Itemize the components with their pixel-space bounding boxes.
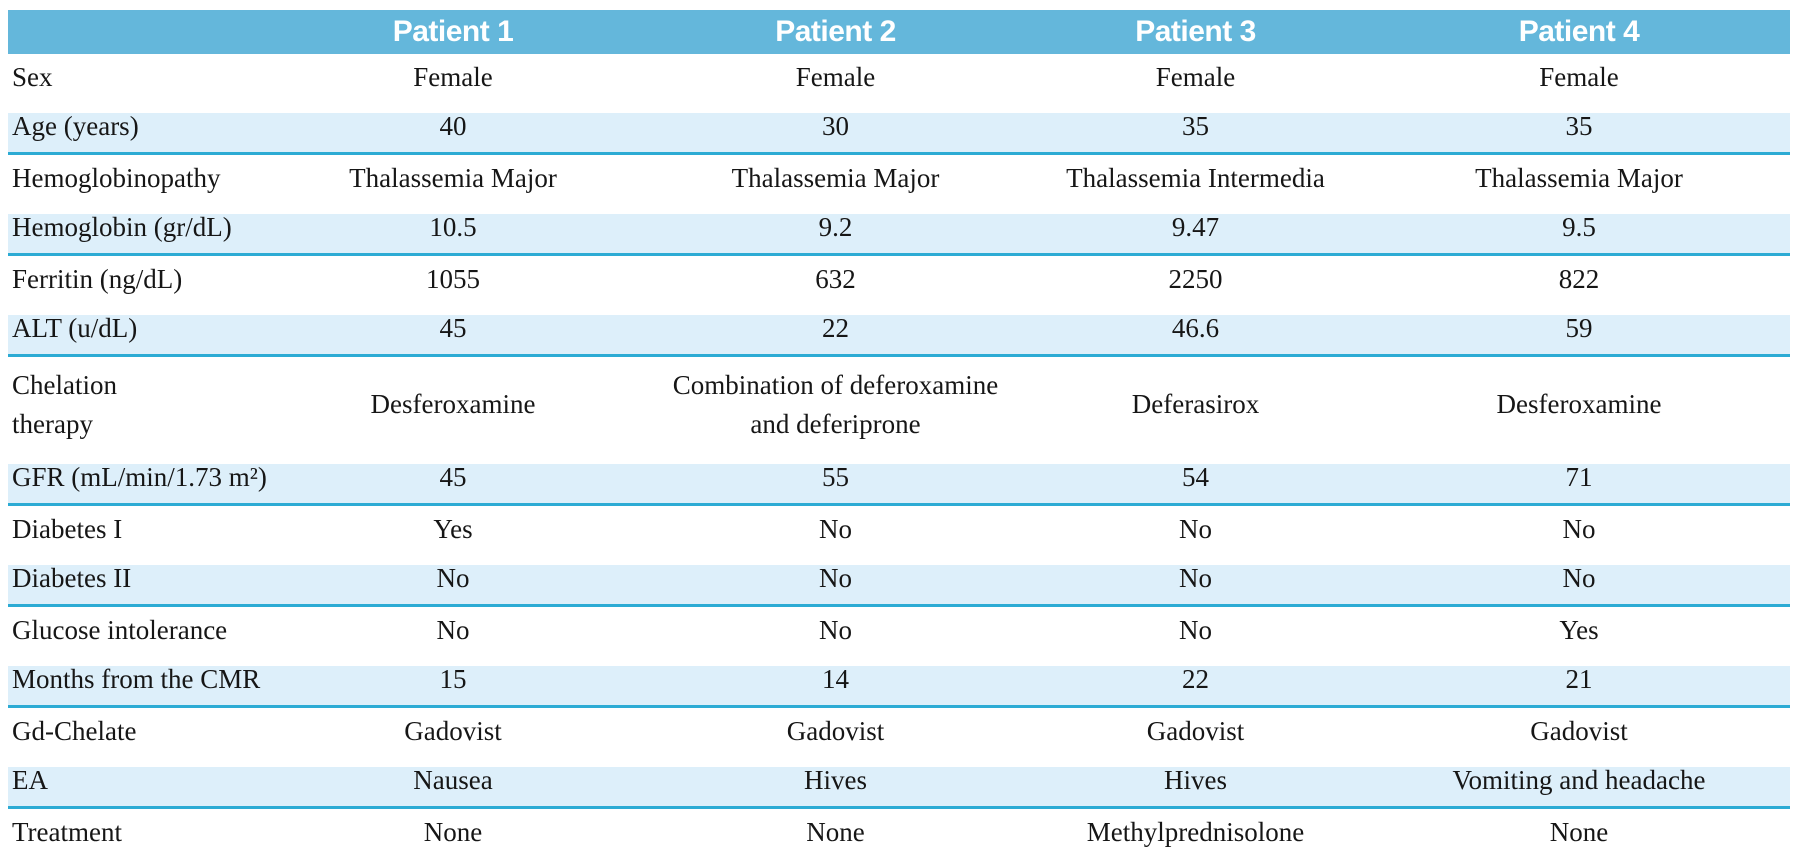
table-row-months-from-cmr: Months from the CMR 15 14 22 21 (8, 655, 1790, 708)
table-row-hemoglobinopathy: Hemoglobinopathy Thalassemia Major Thala… (8, 153, 1790, 204)
cell: Gadovist (1368, 706, 1790, 757)
row-label: Sex (8, 53, 258, 103)
header-row: Patient 1 Patient 2 Patient 3 Patient 4 (8, 10, 1790, 54)
cell: No (1023, 504, 1368, 555)
cell: 1055 (258, 254, 648, 305)
cell: Nausea (258, 756, 648, 809)
cell: Yes (258, 504, 648, 555)
cell: 21 (1368, 655, 1790, 708)
cell: 9.5 (1368, 203, 1790, 256)
cell: No (1368, 554, 1790, 607)
cell: 71 (1368, 453, 1790, 506)
cell: 14 (648, 655, 1023, 708)
cell: Gadovist (1023, 706, 1368, 757)
row-label: Months from the CMR (8, 655, 260, 708)
table-row-glucose-intolerance: Glucose intolerance No No No Yes (8, 605, 1790, 656)
cell: 10.5 (258, 203, 648, 256)
column-header-patient-4: Patient 4 (1368, 10, 1790, 54)
row-label: Gd-Chelate (8, 706, 258, 757)
cell: 35 (1368, 102, 1790, 155)
cell: 46.6 (1023, 304, 1368, 357)
row-label: Diabetes I (8, 504, 258, 555)
cell: Gadovist (258, 706, 648, 757)
cell: Female (1368, 53, 1790, 103)
table-row-gd-chelate: Gd-Chelate Gadovist Gadovist Gadovist Ga… (8, 706, 1790, 757)
row-label: GFR (mL/min/1.73 m²) (8, 453, 267, 506)
row-label: Hemoglobinopathy (8, 153, 258, 204)
cell: Gadovist (648, 706, 1023, 757)
cell: No (1023, 554, 1368, 607)
cell: 40 (258, 102, 648, 155)
column-header-patient-3: Patient 3 (1023, 10, 1368, 54)
table-row-age: Age (years) 40 30 35 35 (8, 102, 1790, 155)
table-row-chelation-therapy: Chelation therapy Desferoxamine Combinat… (8, 355, 1790, 454)
row-label: ALT (u/dL) (8, 304, 258, 357)
cell: Female (258, 53, 648, 103)
cell: 59 (1368, 304, 1790, 357)
row-label: Hemoglobin (gr/dL) (8, 203, 258, 256)
column-header-blank (8, 10, 258, 54)
table-row-hemoglobin: Hemoglobin (gr/dL) 10.5 9.2 9.47 9.5 (8, 203, 1790, 256)
patient-characteristics-table: Patient 1 Patient 2 Patient 3 Patient 4 … (8, 10, 1790, 858)
table-row-ferritin: Ferritin (ng/dL) 1055 632 2250 822 (8, 254, 1790, 305)
cell: 15 (258, 655, 648, 708)
table-row-diabetes-1: Diabetes I Yes No No No (8, 504, 1790, 555)
cell: None (258, 807, 648, 858)
cell: 30 (648, 102, 1023, 155)
cell: 22 (648, 304, 1023, 357)
cell: Yes (1368, 605, 1790, 656)
row-label: Age (years) (8, 102, 258, 155)
cell: Thalassemia Major (648, 153, 1023, 204)
cell: Thalassemia Major (1368, 153, 1790, 204)
column-header-patient-1: Patient 1 (258, 10, 648, 54)
cell: No (1368, 504, 1790, 555)
cell: 632 (648, 254, 1023, 305)
table-row-diabetes-2: Diabetes II No No No No (8, 554, 1790, 607)
column-header-patient-2: Patient 2 (648, 10, 1023, 54)
table-row-sex: Sex Female Female Female Female (8, 53, 1790, 103)
table-row-gfr: GFR (mL/min/1.73 m²) 45 55 54 71 (8, 453, 1790, 506)
cell: 822 (1368, 254, 1790, 305)
cell: Desferoxamine (1368, 355, 1790, 454)
cell: 9.2 (648, 203, 1023, 256)
cell: Desferoxamine (258, 355, 648, 454)
cell: Thalassemia Intermedia (1023, 153, 1368, 204)
cell: Combination of deferoxamine and deferipr… (648, 355, 1023, 454)
table-row-ea: EA Nausea Hives Hives Vomiting and heada… (8, 756, 1790, 809)
cell: No (648, 554, 1023, 607)
table-row-treatment: Treatment None None Methylprednisolone N… (8, 807, 1790, 858)
cell: 2250 (1023, 254, 1368, 305)
cell: Deferasirox (1023, 355, 1368, 454)
cell: Female (1023, 53, 1368, 103)
cell: 45 (258, 304, 648, 357)
cell: Hives (648, 756, 1023, 809)
cell: No (1023, 605, 1368, 656)
row-label: Ferritin (ng/dL) (8, 254, 258, 305)
cell: Vomiting and headache (1368, 756, 1790, 809)
row-label: EA (8, 756, 258, 809)
cell: Female (648, 53, 1023, 103)
row-label: Chelation therapy (8, 355, 258, 454)
cell: Methylprednisolone (1023, 807, 1368, 858)
cell: None (648, 807, 1023, 858)
row-label: Diabetes II (8, 554, 258, 607)
cell: 55 (648, 453, 1023, 506)
cell: No (258, 554, 648, 607)
row-label: Glucose intolerance (8, 605, 258, 656)
cell: Hives (1023, 756, 1368, 809)
cell: 22 (1023, 655, 1368, 708)
cell: Thalassemia Major (258, 153, 648, 204)
cell: No (258, 605, 648, 656)
cell: 54 (1023, 453, 1368, 506)
cell: 45 (258, 453, 648, 506)
cell: None (1368, 807, 1790, 858)
cell: 35 (1023, 102, 1368, 155)
table-row-alt: ALT (u/dL) 45 22 46.6 59 (8, 304, 1790, 357)
cell: 9.47 (1023, 203, 1368, 256)
row-label: Treatment (8, 807, 258, 858)
cell: No (648, 504, 1023, 555)
cell: No (648, 605, 1023, 656)
